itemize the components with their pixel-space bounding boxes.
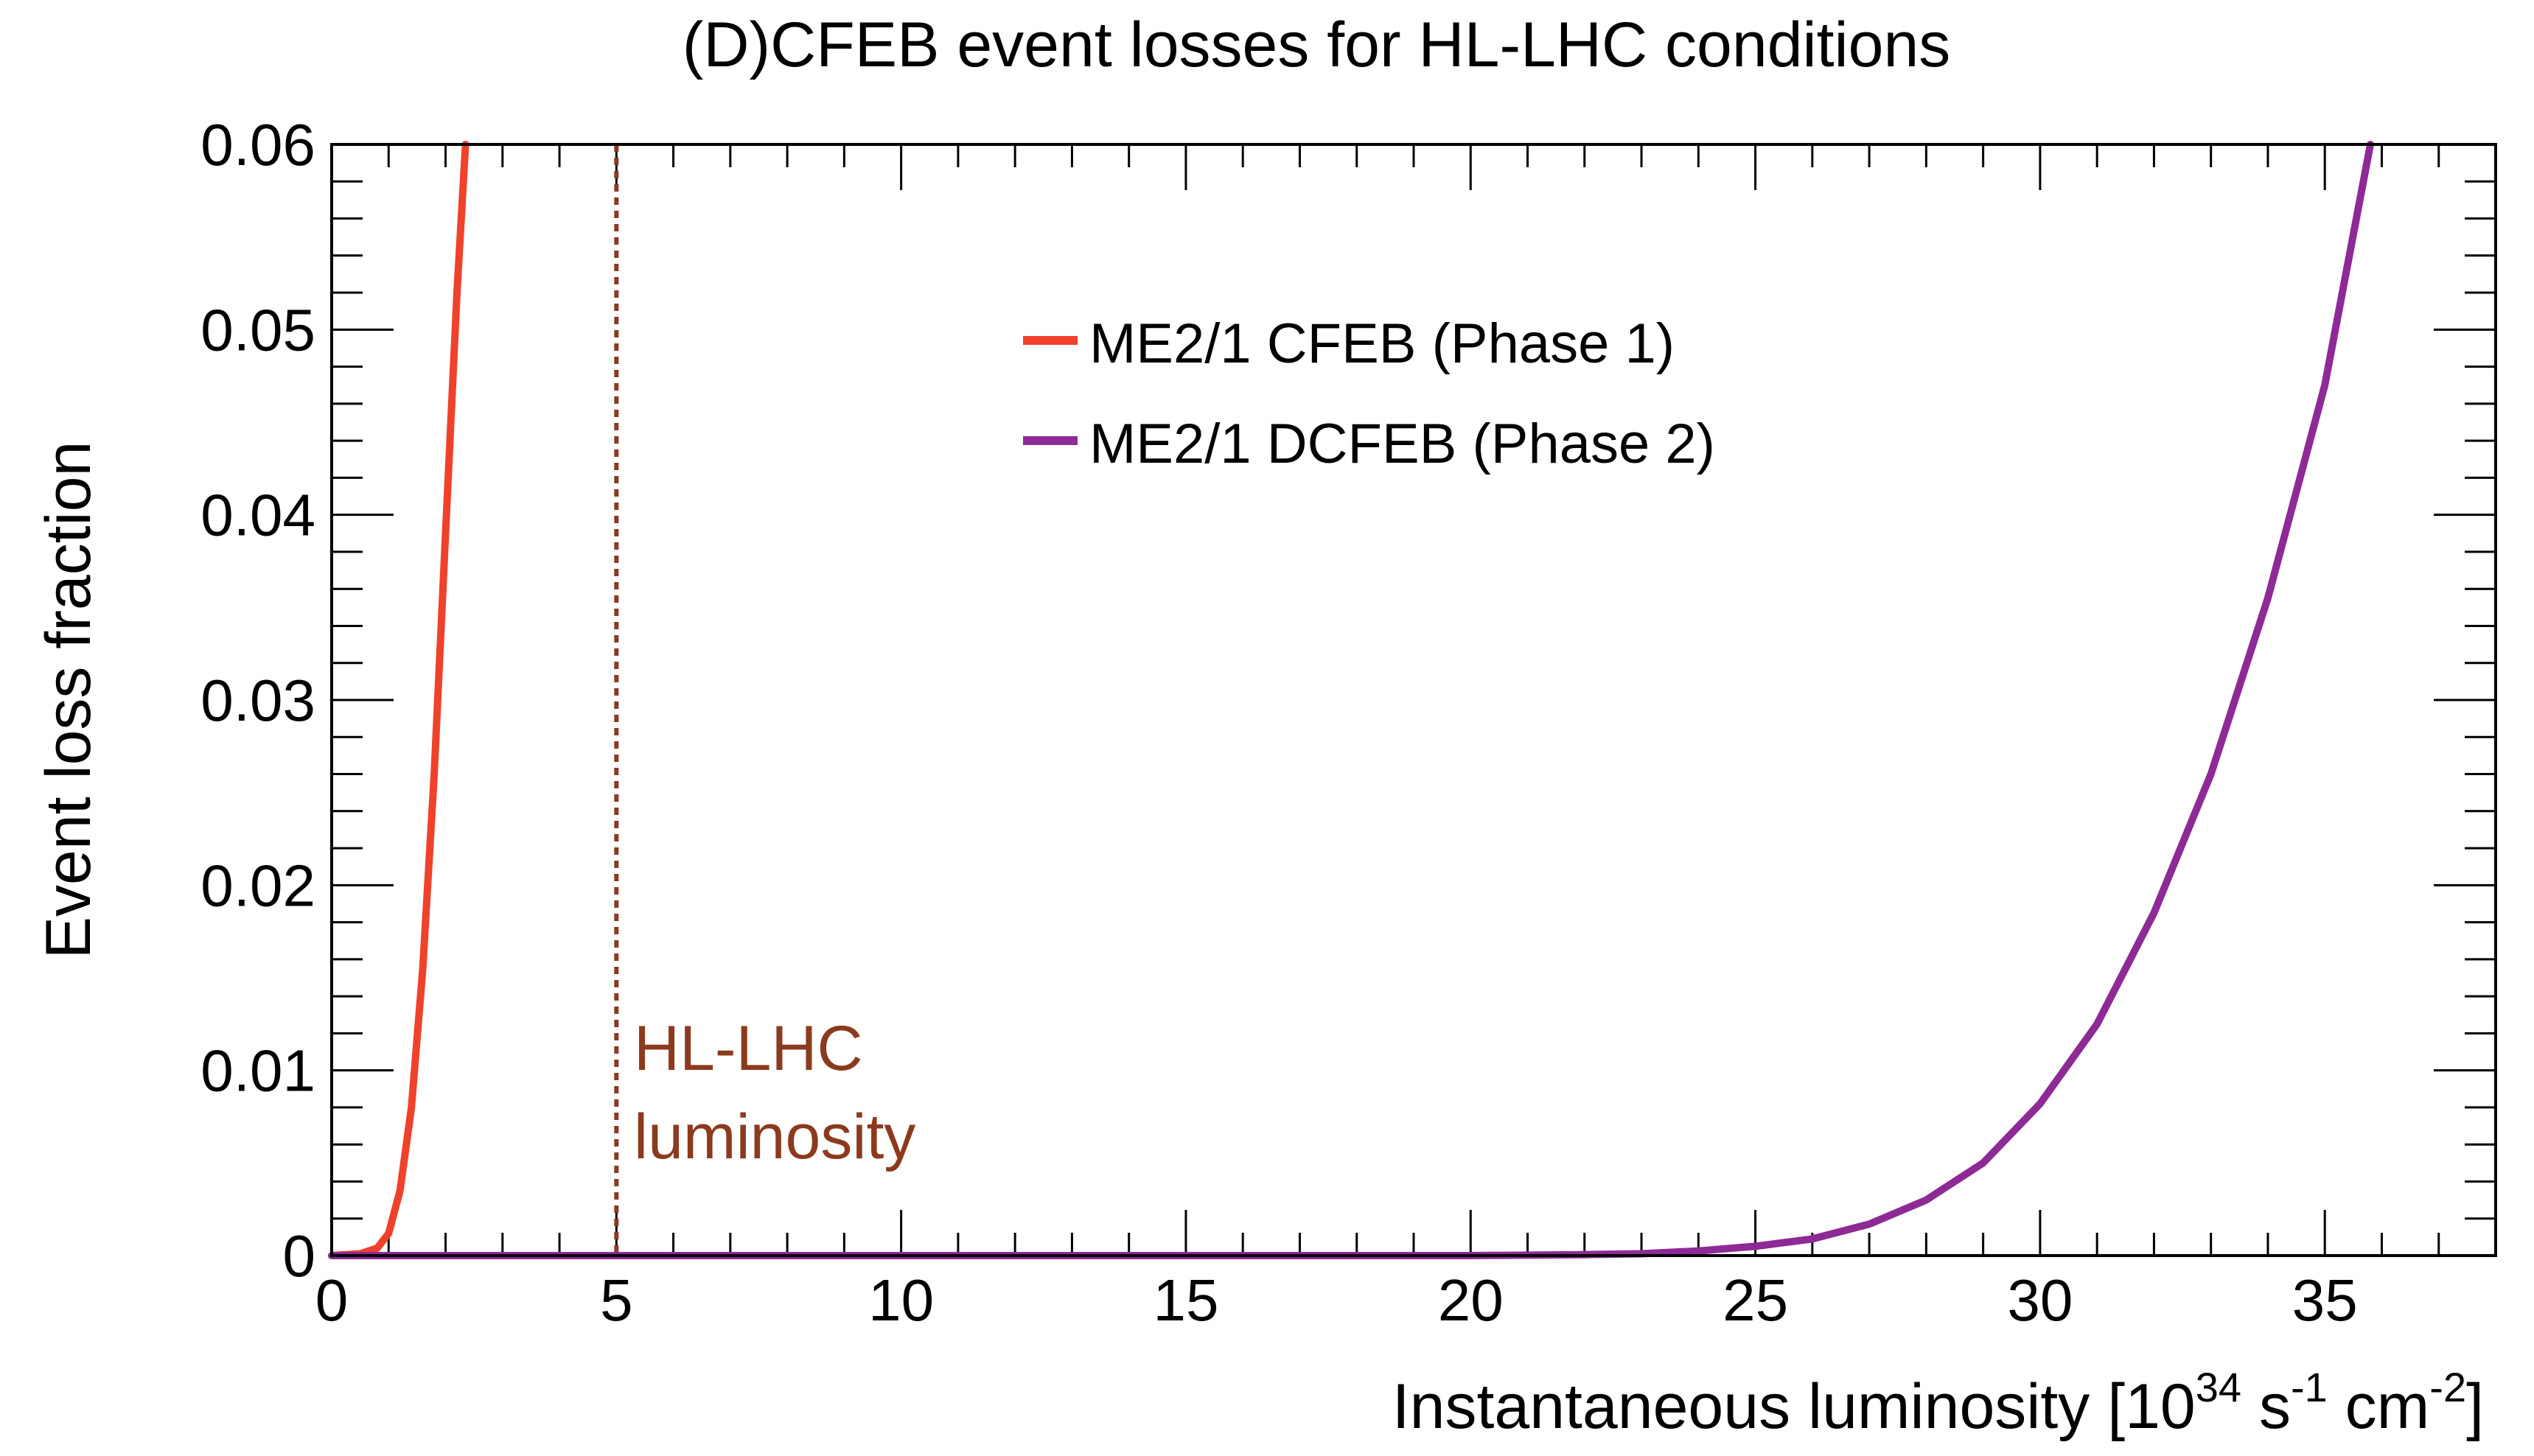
x-tick-label: 25 xyxy=(1723,1267,1788,1333)
x-axis-label-main: Instantaneous luminosity [10 xyxy=(1392,1371,2196,1442)
axis-ticks xyxy=(330,143,2497,1257)
y-tick-label: 0.04 xyxy=(200,483,315,548)
series-line-1 xyxy=(328,141,2374,1259)
series-line-0 xyxy=(328,141,470,1259)
x-axis-label-exp2: -1 xyxy=(2291,1364,2328,1410)
x-tick-label: 5 xyxy=(600,1267,633,1333)
x-axis-label-mid2: cm xyxy=(2328,1371,2430,1442)
y-tick-label: 0.06 xyxy=(200,112,315,178)
x-axis-label: Instantaneous luminosity [1034 s-1 cm-2] xyxy=(1392,1364,2484,1442)
reference-label-line1: HL-LHC xyxy=(634,1013,863,1084)
x-tick-label: 35 xyxy=(2292,1267,2358,1333)
x-tick-label: 30 xyxy=(2007,1267,2073,1333)
x-tick-label: 20 xyxy=(1438,1267,1504,1333)
x-axis-label-end: ] xyxy=(2466,1371,2484,1442)
plot-frame xyxy=(330,143,2497,1257)
x-axis-label-exp3: -2 xyxy=(2429,1364,2466,1410)
x-tick-label: 15 xyxy=(1153,1267,1218,1333)
x-axis-label-exp1: 34 xyxy=(2196,1364,2241,1410)
reference-label-line2: luminosity xyxy=(634,1102,915,1172)
x-tick-label: 10 xyxy=(868,1267,934,1333)
plot-series xyxy=(328,141,2374,1259)
legend-label-cfeb: ME2/1 CFEB (Phase 1) xyxy=(1089,312,1675,375)
y-tick-label: 0.01 xyxy=(200,1038,315,1104)
legend: ME2/1 CFEB (Phase 1) ME2/1 DCFEB (Phase … xyxy=(1023,312,1715,475)
y-tick-label: 0.02 xyxy=(200,853,315,918)
y-tick-label: 0 xyxy=(283,1223,316,1289)
x-axis-label-mid1: s xyxy=(2241,1371,2291,1442)
legend-label-dcfeb: ME2/1 DCFEB (Phase 2) xyxy=(1089,413,1715,475)
y-tick-label: 0.03 xyxy=(200,668,315,733)
y-axis-label: Event loss fraction xyxy=(33,441,104,959)
axis-tick-labels: 0 5 10 15 20 25 30 35 0 0.01 0.02 0.03 0.04 0.05 0.06 xyxy=(200,112,2357,1333)
chart-title: (D)CFEB event losses for HL-LHC conditio… xyxy=(683,10,1951,80)
y-tick-label: 0.05 xyxy=(200,297,315,363)
x-tick-label: 0 xyxy=(315,1267,349,1333)
